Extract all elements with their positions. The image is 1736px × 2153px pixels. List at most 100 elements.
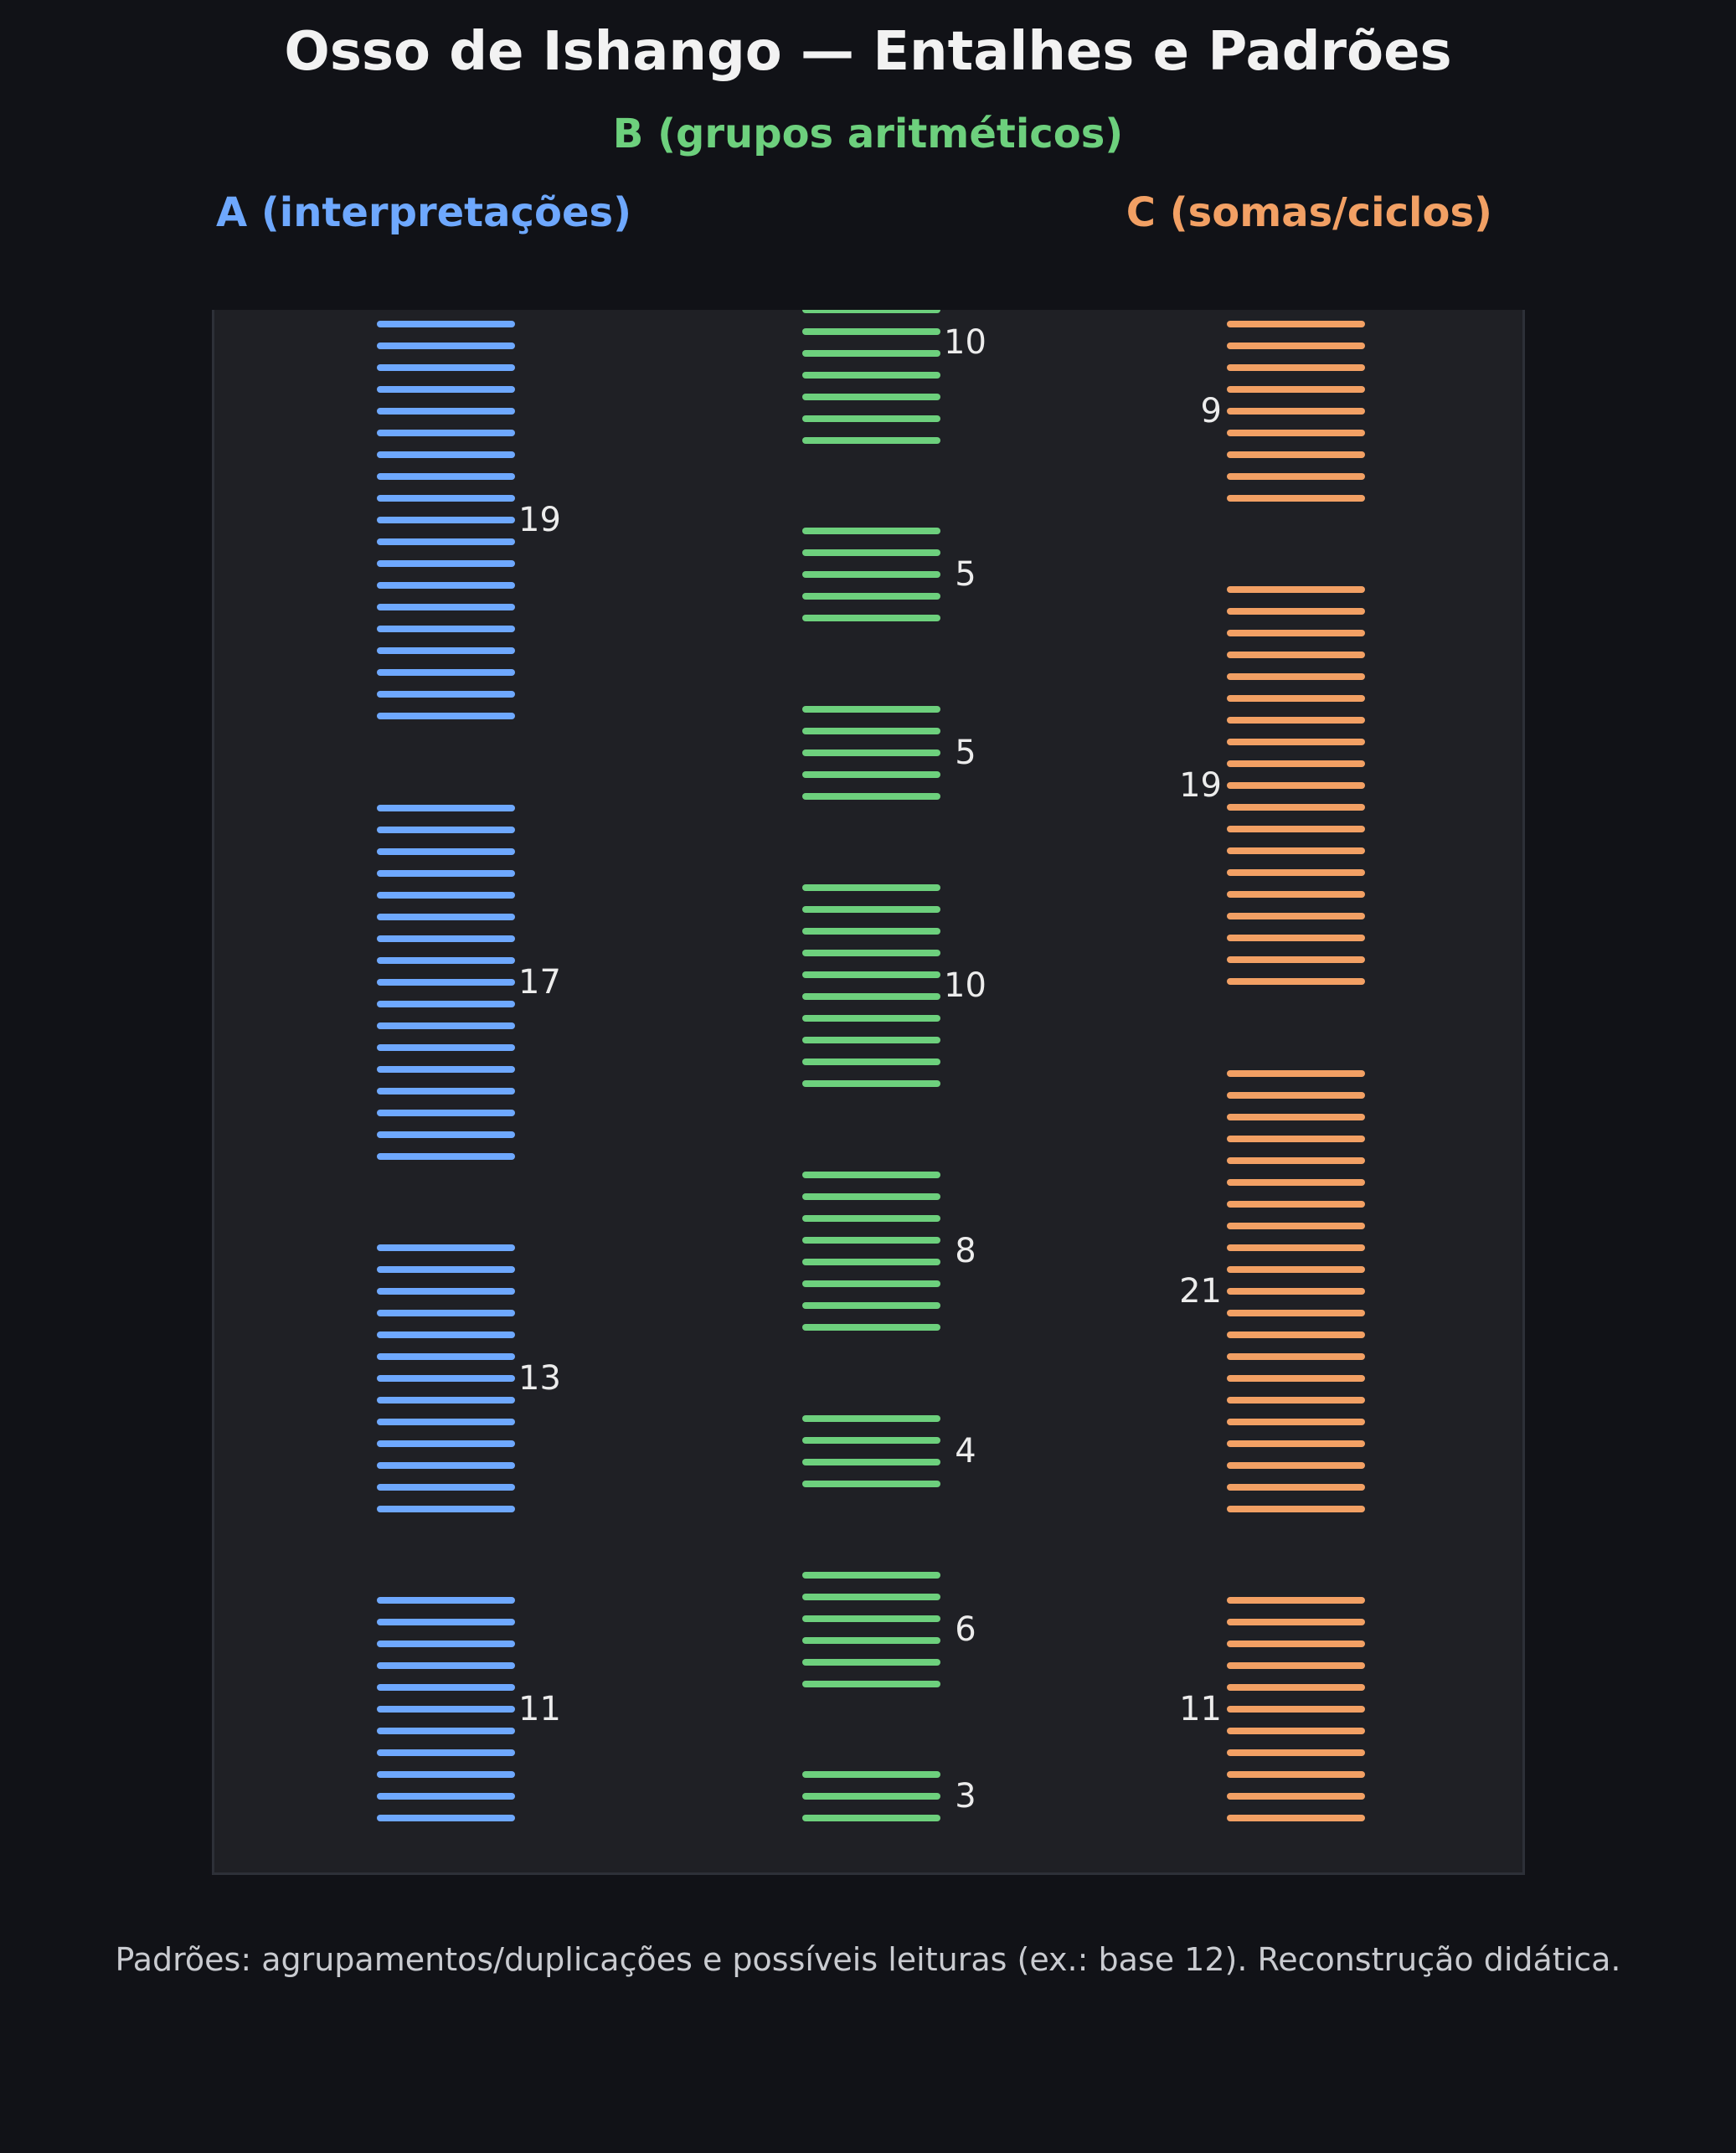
notch xyxy=(1227,1266,1365,1273)
notch xyxy=(1227,1331,1365,1338)
notch xyxy=(1227,1684,1365,1691)
notch xyxy=(377,364,515,371)
notch-count-label: 11 xyxy=(518,1690,561,1728)
notch xyxy=(802,1459,940,1465)
notch xyxy=(1227,1244,1365,1251)
notch xyxy=(377,1793,515,1800)
notch xyxy=(1227,1397,1365,1404)
notch-group: 8 xyxy=(802,1172,976,1331)
notch xyxy=(802,1015,940,1022)
notch xyxy=(377,1728,515,1734)
notch xyxy=(802,1681,940,1687)
notch-group: 3 xyxy=(802,1771,976,1821)
notch xyxy=(1227,630,1365,636)
notch xyxy=(1227,935,1365,941)
notch xyxy=(377,691,515,698)
notch-group: 17 xyxy=(377,805,561,1160)
notch xyxy=(802,1259,940,1265)
notch xyxy=(802,1615,940,1622)
notch xyxy=(1227,495,1365,502)
notch xyxy=(377,1662,515,1669)
notch xyxy=(802,906,940,913)
notch xyxy=(1227,913,1365,919)
notch xyxy=(1227,739,1365,745)
notch-count-label: 5 xyxy=(955,555,976,594)
notch xyxy=(802,1037,940,1043)
column-a: 19 17 13 11 xyxy=(377,321,561,1821)
notch xyxy=(377,1771,515,1778)
notch xyxy=(377,517,515,523)
notch xyxy=(377,1506,515,1512)
notch xyxy=(1227,608,1365,615)
notch xyxy=(377,321,515,327)
notch xyxy=(377,1484,515,1491)
notch xyxy=(377,626,515,632)
notch xyxy=(377,1815,515,1821)
notch xyxy=(802,1193,940,1200)
notch xyxy=(1227,1619,1365,1625)
notch xyxy=(377,1066,515,1073)
notch xyxy=(1227,826,1365,832)
notch xyxy=(802,437,940,444)
notch xyxy=(377,1131,515,1138)
notch-group: 4 xyxy=(802,1415,976,1487)
notch xyxy=(802,593,940,600)
notch xyxy=(377,1088,515,1095)
notch xyxy=(377,892,515,899)
notch xyxy=(377,647,515,654)
notch xyxy=(377,669,515,676)
notch xyxy=(1227,1201,1365,1208)
notch-count-label: 11 xyxy=(1179,1690,1222,1728)
notch xyxy=(377,1419,515,1425)
notch xyxy=(377,914,515,920)
notch-count-label: 19 xyxy=(1179,766,1222,805)
notch xyxy=(377,1110,515,1116)
notch xyxy=(802,528,940,534)
notch-group: 10 xyxy=(802,310,986,444)
notch xyxy=(1227,1771,1365,1778)
notch xyxy=(1227,1223,1365,1229)
notch xyxy=(377,1044,515,1051)
notch xyxy=(802,328,940,335)
notch xyxy=(1227,1310,1365,1316)
notch xyxy=(802,749,940,756)
notch-group: 19 xyxy=(1179,586,1365,985)
notch xyxy=(802,971,940,978)
notch xyxy=(1227,451,1365,458)
notch xyxy=(802,615,940,621)
notch xyxy=(1227,1484,1365,1491)
notch xyxy=(802,350,940,357)
notch xyxy=(1227,408,1365,415)
notch-group: 9 xyxy=(1201,321,1365,502)
notch xyxy=(1227,1662,1365,1669)
notch xyxy=(802,728,940,734)
notch xyxy=(802,1771,940,1778)
notch xyxy=(377,430,515,436)
notch xyxy=(377,870,515,877)
notch xyxy=(377,1153,515,1160)
notch xyxy=(1227,652,1365,658)
notch xyxy=(1227,1641,1365,1647)
notch xyxy=(802,1324,940,1331)
notch xyxy=(1227,386,1365,393)
notch xyxy=(1227,1179,1365,1186)
notch xyxy=(377,1266,515,1273)
notch xyxy=(802,1481,940,1487)
notch-count-label: 10 xyxy=(944,966,986,1005)
notch xyxy=(1227,1706,1365,1713)
column-b: 10 5 5 10 8 4 6 3 xyxy=(802,310,986,1821)
notch xyxy=(802,310,940,313)
notch xyxy=(377,1397,515,1404)
notch xyxy=(1227,673,1365,680)
notch-group: 19 xyxy=(377,321,561,719)
notch xyxy=(377,473,515,480)
column-b-heading: B (grupos aritméticos) xyxy=(612,111,1124,157)
notch xyxy=(377,1310,515,1316)
notch xyxy=(1227,804,1365,811)
notch xyxy=(802,793,940,800)
notch xyxy=(377,713,515,719)
notch xyxy=(377,1706,515,1713)
notch xyxy=(377,1288,515,1295)
notch xyxy=(802,950,940,956)
bone-panel: 19 17 13 11 10 5 5 10 8 4 6 3 9 19 21 11 xyxy=(212,310,1525,1875)
